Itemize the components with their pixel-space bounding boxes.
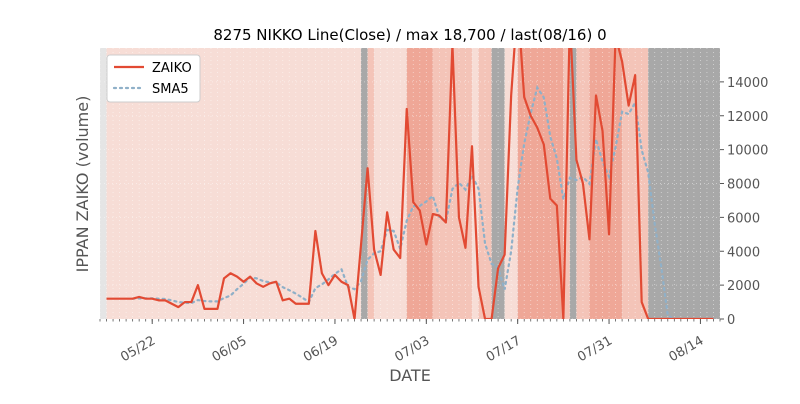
series-line-sma5 bbox=[131, 84, 715, 319]
x-axis: 05/22 06/05 06/19 07/03 07/17 07/31 08/14 bbox=[99, 319, 721, 365]
band-missing-8 bbox=[491, 48, 505, 319]
x-tick-label: 08/14 bbox=[666, 333, 706, 365]
band-light-9 bbox=[504, 48, 518, 319]
legend-label-sma5: SMA5 bbox=[152, 82, 189, 97]
y-tick-label: 2000 bbox=[727, 279, 760, 294]
y-axis-title: IPPAN ZAIKO (volume) bbox=[73, 96, 92, 273]
y-axis: 0 2000 4000 6000 8000 10000 12000 14000 bbox=[720, 76, 768, 328]
y-tick-label: 0 bbox=[727, 313, 735, 328]
legend-label-zaiko: ZAIKO bbox=[152, 61, 192, 76]
y-tick-label: 14000 bbox=[727, 76, 768, 91]
legend: ZAIKO SMA5 bbox=[106, 54, 201, 103]
x-tick-label: 07/03 bbox=[392, 333, 432, 365]
chart-title: 8275 NIKKO Line(Close) / max 18,700 / la… bbox=[213, 26, 606, 44]
y-tick-label: 4000 bbox=[727, 245, 760, 260]
band-missing-12 bbox=[569, 48, 577, 319]
band-mid-2 bbox=[367, 48, 375, 319]
series-lines bbox=[106, 48, 715, 319]
background-bands bbox=[106, 48, 720, 319]
series-line-zaiko bbox=[106, 48, 714, 319]
x-tick-label: 05/22 bbox=[118, 333, 158, 365]
band-light-3 bbox=[374, 48, 407, 319]
x-tick-label: 07/17 bbox=[484, 333, 524, 365]
y-tick-label: 12000 bbox=[727, 110, 768, 125]
y-tick-label: 10000 bbox=[727, 144, 768, 159]
x-tick-label: 07/31 bbox=[575, 333, 615, 365]
x-tick-label: 06/19 bbox=[301, 333, 341, 365]
gridlines bbox=[100, 48, 720, 319]
y-tick-label: 6000 bbox=[727, 211, 760, 226]
x-tick-label: 06/05 bbox=[210, 333, 250, 365]
y-tick-label: 8000 bbox=[727, 178, 760, 193]
x-axis-title: DATE bbox=[389, 366, 431, 385]
